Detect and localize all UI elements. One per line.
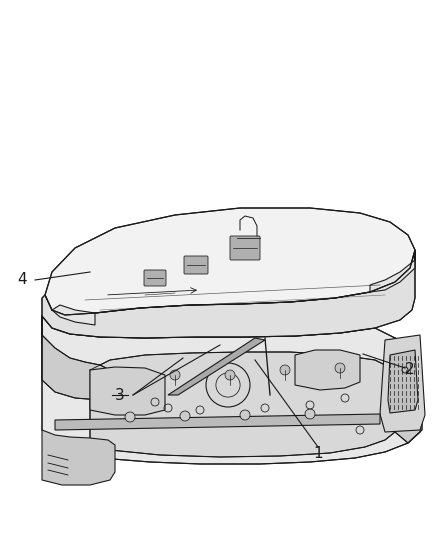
Circle shape (225, 370, 235, 380)
Polygon shape (42, 430, 115, 485)
Text: 3: 3 (115, 387, 125, 402)
Polygon shape (90, 367, 165, 415)
Polygon shape (42, 316, 110, 400)
FancyBboxPatch shape (230, 236, 260, 260)
Text: 1: 1 (313, 446, 323, 461)
Polygon shape (380, 335, 425, 432)
Polygon shape (42, 250, 415, 338)
Polygon shape (45, 208, 415, 315)
Circle shape (125, 412, 135, 422)
Circle shape (305, 409, 315, 419)
Polygon shape (295, 350, 360, 390)
FancyBboxPatch shape (184, 256, 208, 274)
Text: 2: 2 (405, 362, 415, 377)
Text: 4: 4 (17, 272, 27, 287)
Polygon shape (168, 338, 265, 395)
Circle shape (170, 370, 180, 380)
Polygon shape (42, 316, 422, 464)
Polygon shape (395, 338, 422, 443)
Polygon shape (388, 350, 418, 413)
Polygon shape (52, 305, 95, 325)
FancyBboxPatch shape (144, 270, 166, 286)
Polygon shape (55, 414, 380, 430)
Circle shape (180, 411, 190, 421)
Circle shape (335, 363, 345, 373)
Polygon shape (370, 250, 415, 292)
Polygon shape (90, 352, 395, 457)
Circle shape (280, 365, 290, 375)
Circle shape (240, 410, 250, 420)
